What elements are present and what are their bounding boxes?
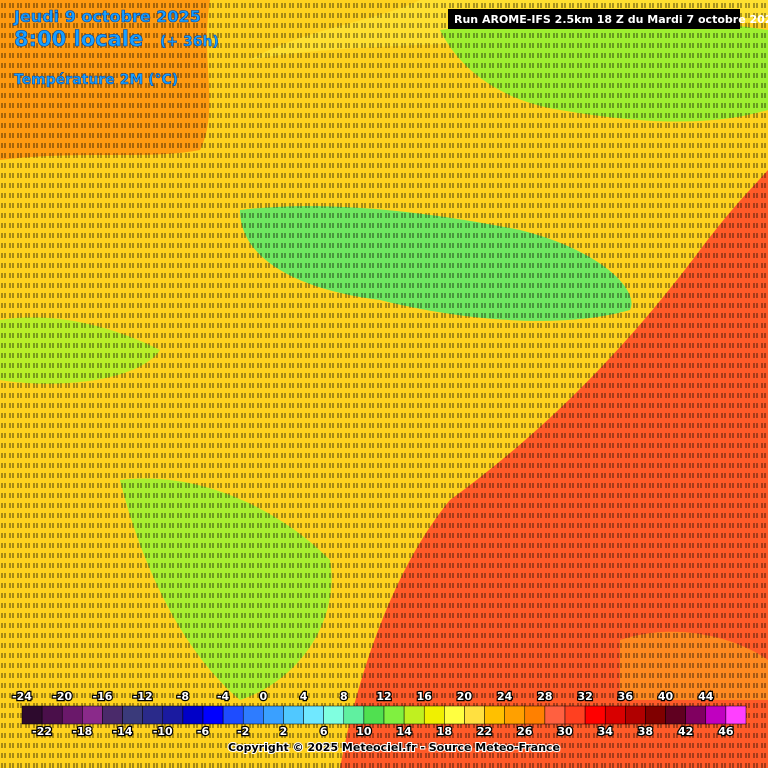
legend-swatch: [283, 705, 304, 725]
legend-swatch: [423, 705, 445, 725]
legend-swatch: [82, 705, 103, 725]
legend-label: -14: [113, 725, 133, 738]
legend-swatch: [21, 705, 43, 725]
legend-label: 10: [356, 725, 372, 738]
legend-swatch: [544, 705, 566, 725]
legend-swatch: [725, 705, 747, 725]
legend-label: 38: [638, 725, 653, 738]
legend-label: 16: [417, 690, 433, 703]
legend-swatch: [363, 705, 385, 725]
legend-swatch: [564, 705, 586, 725]
legend-swatch: [484, 705, 505, 725]
legend-label: 2: [280, 725, 288, 738]
legend-label: 6: [320, 725, 328, 738]
legend-label: -6: [197, 725, 210, 738]
legend-label: 42: [678, 725, 693, 738]
run-box: [448, 9, 740, 29]
legend-swatch: [665, 705, 686, 725]
legend-label: 28: [537, 690, 552, 703]
legend-swatch: [685, 705, 707, 725]
legend-label: 12: [376, 690, 391, 703]
legend-label: -22: [32, 725, 52, 738]
legend-swatch: [142, 705, 164, 725]
legend-label: 46: [718, 725, 734, 738]
legend-label: 24: [497, 690, 513, 703]
legend-swatch: [464, 705, 485, 725]
legend-swatch: [524, 705, 546, 725]
legend-label: 18: [437, 725, 452, 738]
legend-label: 34: [598, 725, 614, 738]
legend-swatch: [162, 705, 184, 725]
legend-swatch: [705, 705, 727, 725]
legend-swatch: [444, 705, 465, 725]
legend-label: -24: [12, 690, 32, 703]
legend-swatch: [182, 705, 204, 725]
date: Jeudi 9 octobre 2025: [13, 7, 201, 26]
legend-label: 44: [698, 690, 714, 703]
legend-swatch: [122, 705, 143, 725]
legend-label: -16: [93, 690, 113, 703]
legend-label: -12: [133, 690, 153, 703]
legend-label: 14: [396, 725, 412, 738]
legend: -24 -20 -16 -12 -8 -4 0 4 8 12 16 20 24 28 32 36 40 44-22…: [11, 689, 747, 739]
legend-swatch: [242, 705, 264, 725]
legend-label: -4: [217, 690, 230, 703]
run-info: Run AROME-IFS 2.5km 18 Z du Mardi 7 octo…: [454, 13, 768, 26]
legend-swatch: [645, 705, 666, 725]
legend-label: -18: [72, 725, 92, 738]
legend-swatch: [383, 705, 405, 725]
legend-label: 4: [300, 690, 308, 703]
legend-label: -20: [52, 690, 72, 703]
legend-label: -10: [153, 725, 173, 738]
legend-label: 26: [517, 725, 533, 738]
legend-swatch: [102, 705, 123, 725]
legend-swatch: [343, 705, 365, 725]
legend-swatch: [625, 705, 646, 725]
legend-label: 20: [457, 690, 473, 703]
legend-swatch: [61, 705, 83, 725]
legend-swatch: [41, 705, 63, 725]
legend-swatch: [263, 705, 284, 725]
legend-swatch: [222, 705, 244, 725]
legend-swatch: [604, 705, 626, 725]
legend-swatch: [303, 705, 324, 725]
legend-label: 8: [340, 690, 348, 703]
legend-label: 22: [477, 725, 492, 738]
legend-swatch: [202, 705, 224, 725]
copyright: Copyright © 2025 Meteociel.fr - Source M…: [228, 741, 560, 754]
legend-label: 40: [658, 690, 674, 703]
legend-swatch: [403, 705, 425, 725]
parameter: Température 2M (°C): [14, 72, 178, 88]
legend-label: 30: [557, 725, 573, 738]
legend-swatch: [323, 705, 345, 725]
legend-swatch: [504, 705, 526, 725]
time: 8:00 locale: [14, 27, 143, 51]
lead-time: (+ 36h): [160, 34, 219, 50]
legend-label: -2: [237, 725, 249, 738]
legend-label: 32: [577, 690, 592, 703]
legend-label: 36: [618, 690, 634, 703]
legend-swatch: [584, 705, 606, 725]
legend-label: -8: [177, 690, 189, 703]
legend-label: 0: [260, 690, 268, 703]
